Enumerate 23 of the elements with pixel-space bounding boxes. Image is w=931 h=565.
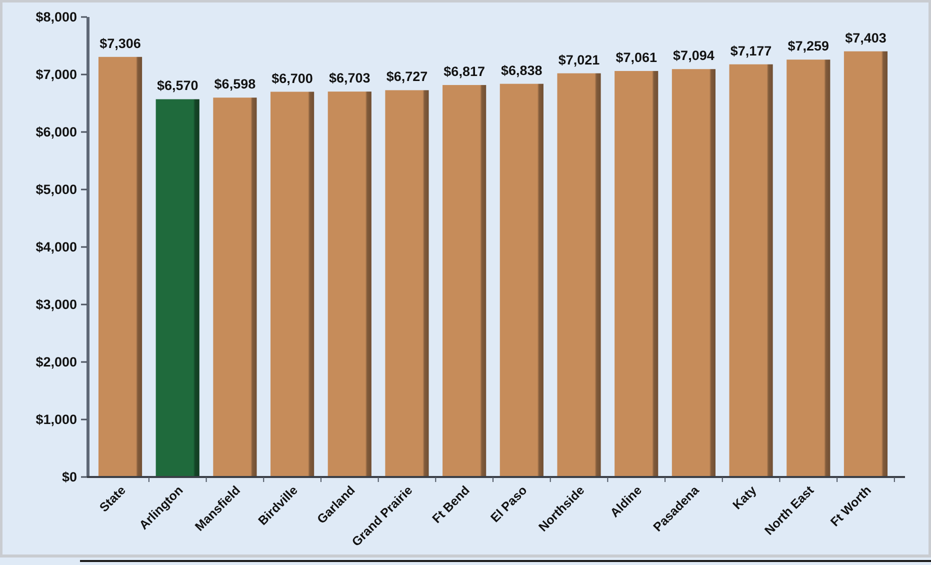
data-label: $6,838	[501, 62, 543, 78]
y-tick-label: $8,000	[36, 10, 77, 25]
data-label: $6,570	[156, 78, 198, 94]
data-label: $7,306	[100, 36, 142, 51]
data-label: $6,817	[444, 64, 485, 80]
data-label: $6,703	[328, 70, 371, 86]
data-label: $7,259	[788, 38, 830, 54]
data-label: $7,094	[673, 48, 715, 64]
y-tick-label: $2,000	[36, 354, 77, 370]
y-tick-label: $0	[62, 470, 77, 485]
data-label: $7,021	[558, 52, 600, 68]
data-label: $7,061	[616, 50, 658, 65]
y-tick-label: $5,000	[36, 182, 77, 198]
y-tick-label: $3,000	[36, 297, 77, 312]
y-tick-label: $1,000	[36, 412, 77, 428]
data-label: $6,727	[386, 69, 428, 84]
data-label: $7,403	[845, 30, 887, 46]
y-tick-label: $7,000	[36, 67, 77, 82]
data-label: $7,177	[730, 43, 772, 58]
data-label: $6,598	[214, 76, 256, 92]
data-label: $6,700	[272, 70, 313, 86]
y-tick-label: $6,000	[36, 124, 77, 140]
y-tick-label: $4,000	[36, 240, 77, 255]
